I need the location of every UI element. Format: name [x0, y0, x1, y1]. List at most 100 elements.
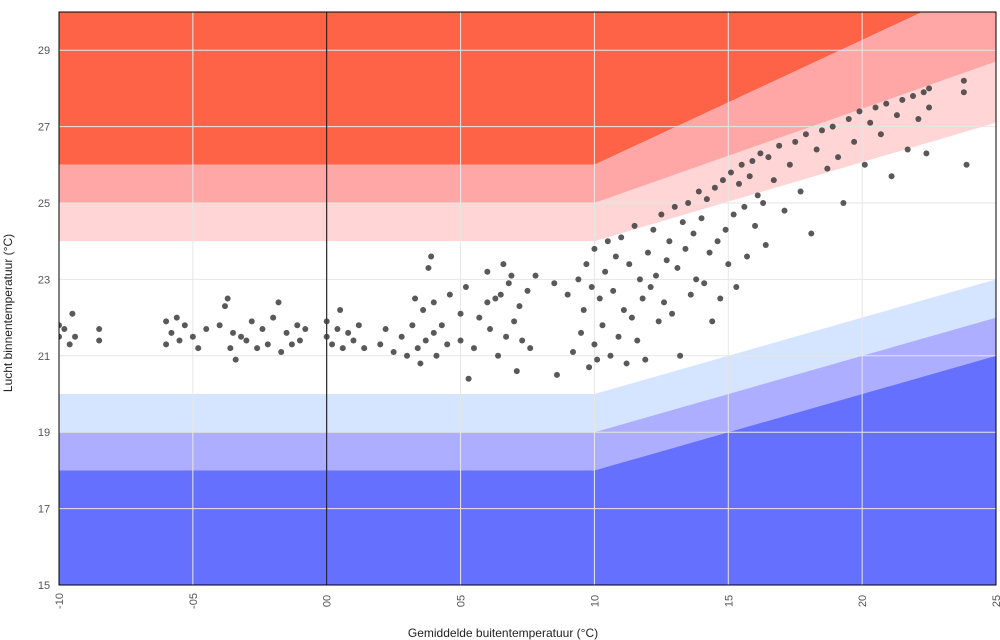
data-point — [168, 329, 175, 336]
data-point — [695, 188, 702, 195]
data-point — [770, 177, 777, 184]
x-tick-label: 05 — [456, 595, 468, 607]
data-point — [553, 371, 560, 378]
data-point — [339, 345, 346, 352]
data-point — [797, 188, 804, 195]
data-point — [216, 322, 223, 329]
data-point — [221, 303, 228, 310]
data-point — [470, 345, 477, 352]
data-point — [345, 329, 352, 336]
data-point — [72, 333, 79, 340]
x-tick-label: 10 — [589, 595, 601, 607]
data-point — [224, 295, 231, 302]
x-axis-label: Gemiddelde buitentemperatuur (°C) — [408, 626, 598, 640]
data-point — [420, 306, 427, 313]
data-point — [781, 207, 788, 214]
data-point — [591, 245, 598, 252]
x-tick-label: 25 — [991, 595, 1000, 607]
data-point — [425, 264, 432, 271]
data-point — [677, 352, 684, 359]
data-point — [877, 131, 884, 138]
data-point — [96, 337, 103, 344]
data-point — [462, 284, 469, 291]
data-point — [181, 322, 188, 329]
data-point — [904, 146, 911, 153]
data-point — [741, 203, 748, 210]
data-point — [288, 341, 295, 348]
data-point — [243, 337, 250, 344]
data-point — [604, 238, 611, 245]
data-point — [682, 245, 689, 252]
data-point — [457, 310, 464, 317]
data-point — [926, 104, 933, 111]
data-point — [639, 295, 646, 302]
data-point — [259, 326, 266, 333]
data-point — [612, 253, 619, 260]
data-point — [719, 177, 726, 184]
data-point — [709, 318, 716, 325]
data-point — [404, 352, 411, 359]
data-point — [717, 295, 724, 302]
data-point — [610, 287, 617, 294]
data-point — [519, 337, 526, 344]
x-tick-label: 00 — [322, 595, 334, 607]
data-point — [238, 333, 245, 340]
data-point — [382, 326, 389, 333]
data-point — [749, 157, 756, 164]
data-point — [302, 326, 309, 333]
data-point — [618, 234, 625, 241]
data-point — [361, 345, 368, 352]
x-tick-label: -10 — [54, 593, 66, 609]
data-point — [430, 299, 437, 306]
x-tick-label: -05 — [188, 593, 200, 609]
data-point — [323, 333, 330, 340]
data-point — [296, 337, 303, 344]
data-point — [195, 345, 202, 352]
data-point — [377, 341, 384, 348]
data-point — [61, 326, 68, 333]
data-point — [671, 203, 678, 210]
data-point — [813, 146, 820, 153]
data-point — [738, 161, 745, 168]
data-point — [487, 326, 494, 333]
comfort-bands — [59, 12, 996, 585]
data-point — [599, 322, 606, 329]
data-point — [679, 219, 686, 226]
data-point — [390, 348, 397, 355]
data-point — [666, 238, 673, 245]
data-point — [735, 180, 742, 187]
data-point — [706, 249, 713, 256]
data-point — [446, 291, 453, 298]
y-tick-label: 15 — [38, 580, 50, 592]
data-point — [334, 326, 341, 333]
data-point — [653, 272, 660, 279]
data-point — [714, 238, 721, 245]
data-point — [899, 96, 906, 103]
data-point — [484, 299, 491, 306]
band-too-warm-1 — [59, 61, 996, 242]
data-point — [840, 200, 847, 206]
data-point — [438, 322, 445, 329]
y-tick-label: 29 — [38, 45, 50, 57]
data-point — [910, 93, 917, 100]
band-too-cold-1 — [59, 279, 996, 433]
y-tick-label: 27 — [38, 122, 50, 134]
data-point — [596, 295, 603, 302]
data-point — [661, 299, 668, 306]
data-point — [923, 150, 930, 157]
data-point — [835, 154, 842, 161]
data-point — [607, 352, 614, 359]
data-point — [350, 337, 357, 344]
data-point — [647, 284, 654, 291]
data-point — [476, 314, 483, 321]
data-point — [66, 341, 73, 348]
data-point — [851, 138, 858, 145]
data-point — [926, 85, 933, 92]
data-point — [698, 215, 705, 222]
y-tick-labels: 15 17 19 21 23 25 27 29 — [38, 45, 50, 592]
data-point — [594, 356, 601, 363]
y-tick-label: 19 — [38, 427, 50, 439]
data-point — [693, 276, 700, 283]
data-point — [888, 173, 895, 180]
